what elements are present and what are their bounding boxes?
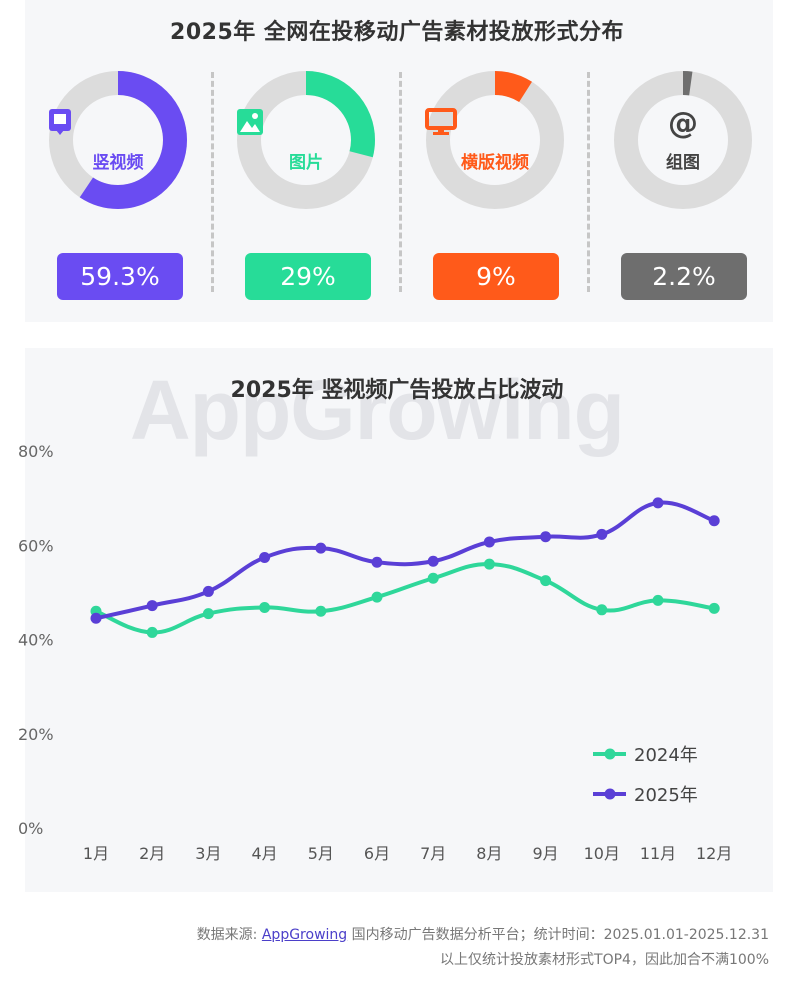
legend-label: 2025年	[634, 785, 698, 806]
percent-badge-image-group: 2.2%	[621, 253, 747, 300]
source-prefix: 数据来源:	[196, 927, 262, 943]
x-tick-label: 4月	[252, 844, 278, 863]
x-tick-label: 9月	[533, 844, 559, 863]
data-point	[596, 604, 608, 616]
donut-ring-vertical-video	[49, 71, 187, 209]
y-tick-label: 60%	[18, 536, 54, 555]
data-point	[315, 542, 327, 554]
source-link[interactable]: AppGrowing	[261, 927, 348, 943]
donut-image: 图片	[236, 70, 376, 210]
data-point	[596, 528, 608, 540]
percent-badge-vertical-video: 59.3%	[57, 253, 183, 300]
donut-arc	[49, 71, 187, 209]
format-label: 横版视频	[461, 153, 529, 173]
at-icon: @	[668, 106, 698, 141]
data-point	[146, 626, 158, 638]
donut-ring-image	[237, 71, 375, 209]
page-title: 2025年 全网在投移动广告素材投放形式分布	[170, 20, 624, 45]
x-tick-label: 6月	[364, 844, 390, 863]
divider	[587, 72, 590, 292]
source-suffix: 国内移动广告数据分析平台；统计时间：2025.01.01-2025.12.31	[347, 927, 769, 943]
donut-vertical-video: 竖视频	[48, 70, 188, 210]
x-tick-label: 8月	[476, 844, 502, 863]
data-point	[90, 612, 102, 624]
donut-arc	[614, 71, 752, 209]
data-point	[427, 572, 439, 584]
x-tick-label: 2月	[139, 844, 165, 863]
watermark: AppGrowing	[130, 363, 625, 457]
format-label: 组图	[666, 153, 700, 173]
data-point	[371, 591, 383, 603]
data-point	[483, 536, 495, 548]
data-point	[146, 600, 158, 612]
donut-arc	[426, 71, 564, 209]
divider	[211, 72, 214, 292]
y-tick-label: 80%	[18, 442, 54, 461]
data-point	[259, 601, 271, 613]
data-point	[202, 585, 214, 597]
series-line-2	[94, 500, 717, 621]
y-tick-label: 20%	[18, 725, 54, 744]
footnote: 以上仅统计投放素材形式TOP4，因此加合不满100%	[440, 952, 769, 968]
x-tick-label: 1月	[83, 844, 109, 863]
x-tick-label: 7月	[420, 844, 446, 863]
donut-ring-horizontal-video	[426, 71, 564, 209]
data-point	[427, 555, 439, 567]
donut-image-group: @ 组图	[613, 70, 753, 210]
percent-badge-horizontal-video: 9%	[433, 253, 559, 300]
data-point	[708, 602, 720, 614]
format-label: 图片	[289, 153, 323, 173]
donut-ring-image-group	[614, 71, 752, 209]
data-point	[540, 575, 552, 587]
chart-title: 2025年 竖视频广告投放占比波动	[230, 378, 564, 403]
y-tick-label: 0%	[18, 819, 43, 838]
donut-horizontal-video: 横版视频	[425, 70, 565, 210]
data-point	[371, 556, 383, 568]
legend-label: 2024年	[634, 745, 698, 766]
legend-marker	[604, 748, 616, 760]
data-point	[483, 558, 495, 570]
percent-badge-image: 29%	[245, 253, 371, 300]
data-point	[540, 531, 552, 543]
x-tick-label: 3月	[195, 844, 221, 863]
data-point	[202, 608, 214, 620]
y-tick-label: 40%	[18, 631, 54, 650]
x-tick-label: 5月	[308, 844, 334, 863]
x-tick-label: 11月	[640, 844, 676, 863]
data-point	[315, 605, 327, 617]
legend-marker	[604, 788, 616, 800]
data-point	[652, 594, 664, 606]
x-tick-label: 10月	[584, 844, 620, 863]
x-tick-label: 12月	[696, 844, 732, 863]
trend-chart-panel	[25, 348, 773, 892]
data-point	[259, 552, 271, 564]
format-label: 竖视频	[92, 153, 144, 173]
data-point	[708, 515, 720, 527]
data-source-note: 数据来源: AppGrowing 国内移动广告数据分析平台；统计时间：2025.…	[197, 924, 769, 944]
donut-arc	[237, 71, 375, 209]
divider	[399, 72, 402, 292]
data-point	[652, 497, 664, 509]
